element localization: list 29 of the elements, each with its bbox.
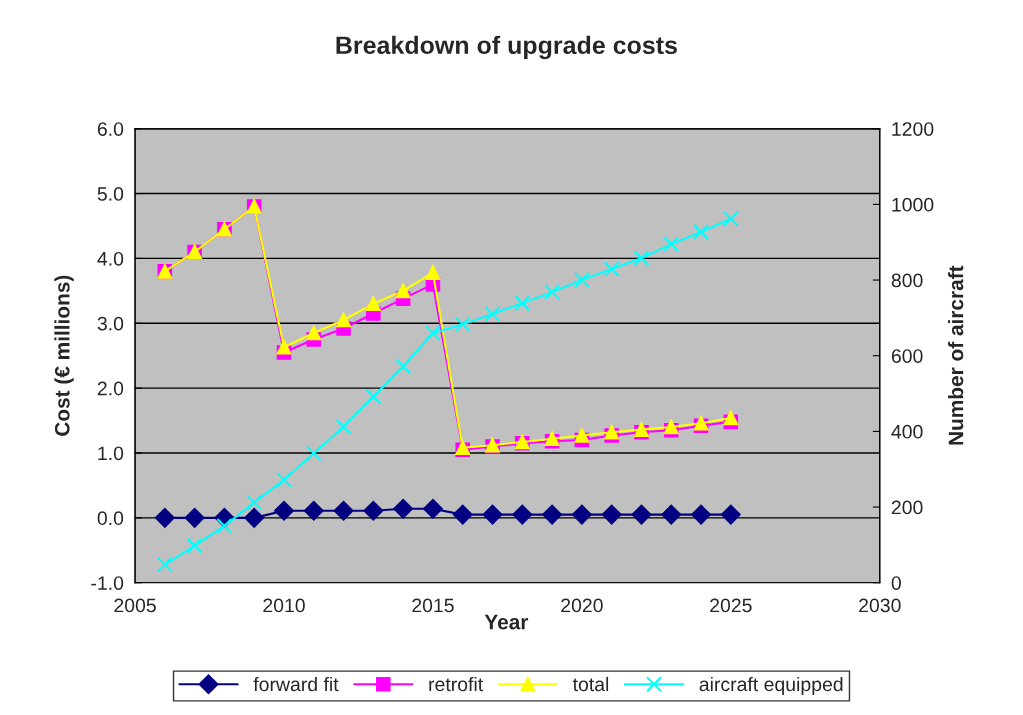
y-tick-label: 2.0	[97, 381, 124, 396]
x-tick-label: 2005	[114, 598, 156, 613]
y-tick-label: 5.0	[97, 187, 124, 201]
y-tick-label: 3.0	[97, 316, 124, 331]
y2-tick-label: 1000	[892, 197, 934, 212]
y-tick-label: 1.0	[98, 446, 124, 461]
y-tick-label: -1.0	[91, 576, 124, 590]
x-tick-label: 2020	[561, 598, 603, 613]
y-axis-title: Cost (€ millions)	[54, 275, 74, 436]
legend-label: retrofit	[429, 676, 484, 692]
chart-title: Breakdown of upgrade costs	[336, 35, 677, 60]
y2-tick-label: 400	[891, 424, 923, 439]
legend-label: total	[572, 676, 609, 692]
y2-tick-label: 0	[891, 576, 901, 590]
y2-tick-label: 200	[891, 500, 923, 515]
legend-label: aircraft equipped	[699, 676, 843, 696]
x-tick-label: 2015	[412, 598, 454, 613]
y-tick-label: 0.0	[97, 511, 124, 526]
y-tick-label: 6.0	[97, 122, 124, 136]
x-tick-label: 2010	[263, 598, 305, 613]
y2-tick-label: 800	[891, 273, 923, 288]
y2-tick-label: 1200	[892, 122, 934, 136]
y2-tick-label: 600	[891, 349, 923, 363]
x-tick-label: 2025	[710, 598, 752, 613]
y-tick-label: 4.0	[97, 251, 124, 266]
x-axis-title: Year	[484, 614, 529, 630]
y2-axis-title: Number of aircraft	[948, 265, 964, 445]
x-tick-label: 2030	[859, 598, 901, 613]
legend-label: forward fit	[253, 676, 339, 692]
